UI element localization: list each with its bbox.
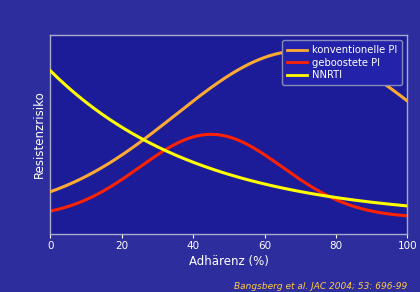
Y-axis label: Resistenzrisiko: Resistenzrisiko [33,91,46,178]
X-axis label: Adhärenz (%): Adhärenz (%) [189,255,269,268]
Legend: konventionelle PI, geboostete PI, NNRTI: konventionelle PI, geboostete PI, NNRTI [282,40,402,85]
Text: Bangsberg et al. JAC 2004; 53: 696-99: Bangsberg et al. JAC 2004; 53: 696-99 [234,281,407,291]
